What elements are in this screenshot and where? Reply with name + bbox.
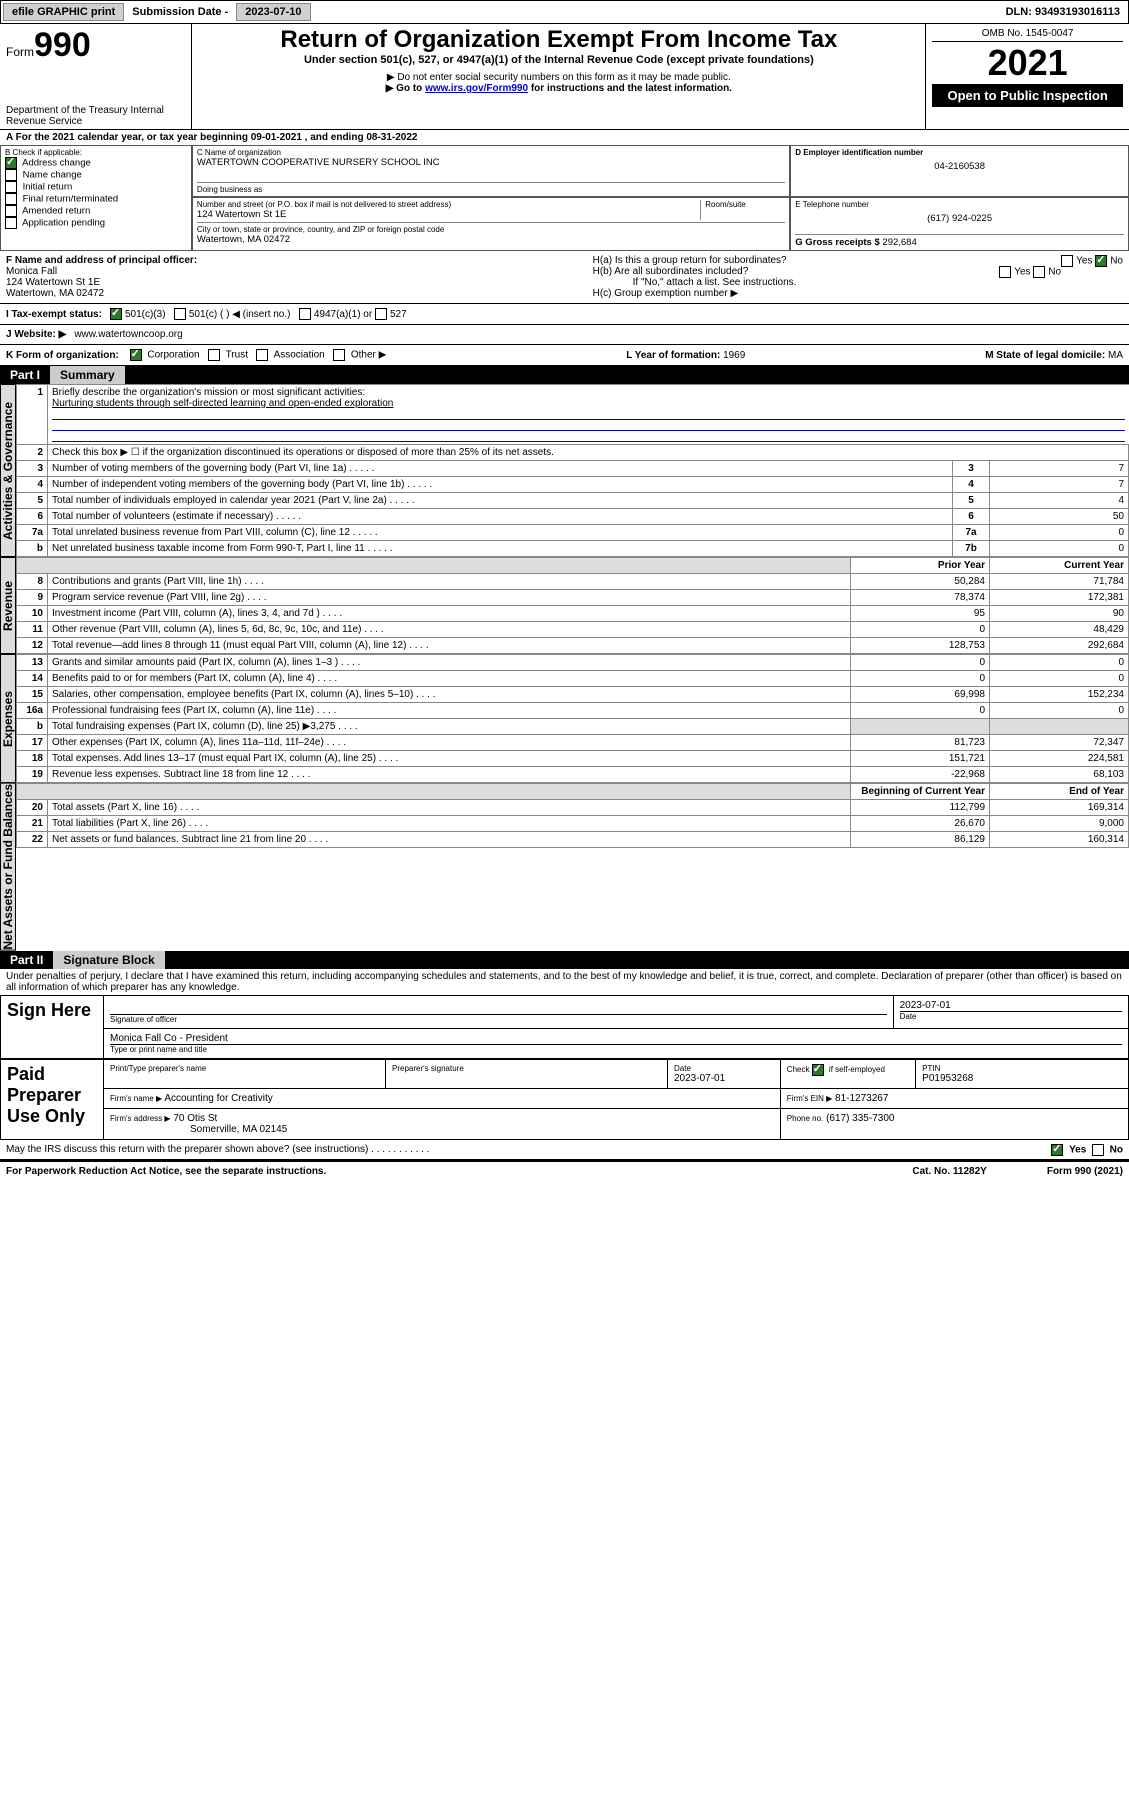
box-e-phone: E Telephone number (617) 924-0225 G Gros… (790, 197, 1129, 251)
efile-print-button[interactable]: efile GRAPHIC print (3, 3, 124, 21)
boxb-checkbox[interactable] (5, 193, 17, 205)
form-title: Return of Organization Exempt From Incom… (198, 26, 919, 54)
corp-checkbox[interactable] (130, 349, 142, 361)
part1-header: Part I Summary (0, 366, 1129, 384)
side-revenue: Revenue (0, 557, 16, 654)
open-inspection: Open to Public Inspection (932, 84, 1123, 107)
side-expenses: Expenses (0, 654, 16, 783)
4947-checkbox[interactable] (299, 308, 311, 320)
box-c-name: C Name of organization WATERTOWN COOPERA… (192, 145, 790, 197)
instructions-note: ▶ Go to www.irs.gov/Form990 for instruct… (198, 83, 919, 94)
box-b: B Check if applicable: Address change Na… (0, 145, 192, 251)
form-990-label: Form 990 (2021) (1047, 1166, 1123, 1177)
trust-checkbox[interactable] (208, 349, 220, 361)
ssn-note: ▶ Do not enter social security numbers o… (198, 72, 919, 83)
org-info-grid: B Check if applicable: Address change Na… (0, 145, 1129, 251)
form-subtitle: Under section 501(c), 527, or 4947(a)(1)… (198, 54, 919, 66)
box-klm: K Form of organization: Corporation Trus… (0, 345, 1129, 366)
boxb-checkbox[interactable] (5, 205, 17, 217)
may-irs-discuss: May the IRS discuss this return with the… (0, 1140, 1129, 1161)
section-a-tax-year: A For the 2021 calendar year, or tax yea… (0, 129, 1129, 145)
irs-link[interactable]: www.irs.gov/Form990 (425, 83, 528, 94)
other-checkbox[interactable] (333, 349, 345, 361)
box-h: H(a) Is this a group return for subordin… (587, 251, 1129, 303)
dln: DLN: 93493193016113 (998, 4, 1128, 20)
top-bar: efile GRAPHIC print Submission Date - 20… (0, 0, 1129, 24)
irs-yes-checkbox[interactable] (1051, 1144, 1063, 1156)
501c-checkbox[interactable] (174, 308, 186, 320)
form-number: Form990 (6, 26, 185, 65)
501c3-checkbox[interactable] (110, 308, 122, 320)
perjury-declaration: Under penalties of perjury, I declare th… (0, 969, 1129, 995)
side-netassets: Net Assets or Fund Balances (0, 783, 16, 951)
box-c-address: Number and street (or P.O. box if mail i… (192, 197, 790, 251)
527-checkbox[interactable] (375, 308, 387, 320)
dept-treasury: Department of the Treasury Internal Reve… (6, 105, 185, 127)
box-f-officer: F Name and address of principal officer:… (0, 251, 587, 303)
box-i-tax-status: I Tax-exempt status: 501(c)(3) 501(c) ( … (0, 304, 1129, 325)
box-j-website: J Website: ▶ www.watertowncoop.org (0, 325, 1129, 345)
boxb-checkbox[interactable] (5, 181, 17, 193)
boxb-checkbox[interactable] (5, 169, 17, 181)
form-header: Form990 Department of the Treasury Inter… (0, 24, 1129, 129)
page-footer: For Paperwork Reduction Act Notice, see … (0, 1161, 1129, 1181)
box-d-ein: D Employer identification number 04-2160… (790, 145, 1129, 197)
preparer-table: Paid Preparer Use Only Print/Type prepar… (0, 1059, 1129, 1140)
boxb-checkbox[interactable] (5, 157, 17, 169)
boxb-checkbox[interactable] (5, 217, 17, 229)
signature-table: Sign Here Signature of officer 2023-07-0… (0, 995, 1129, 1059)
part2-header: Part II Signature Block (0, 951, 1129, 969)
subdate-label: Submission Date - (126, 4, 234, 20)
submission-date: 2023-07-10 (236, 3, 310, 21)
omb-number: OMB No. 1545-0047 (932, 26, 1123, 42)
irs-no-checkbox[interactable] (1092, 1144, 1104, 1156)
assoc-checkbox[interactable] (256, 349, 268, 361)
tax-year: 2021 (932, 42, 1123, 84)
side-governance: Activities & Governance (0, 384, 16, 557)
